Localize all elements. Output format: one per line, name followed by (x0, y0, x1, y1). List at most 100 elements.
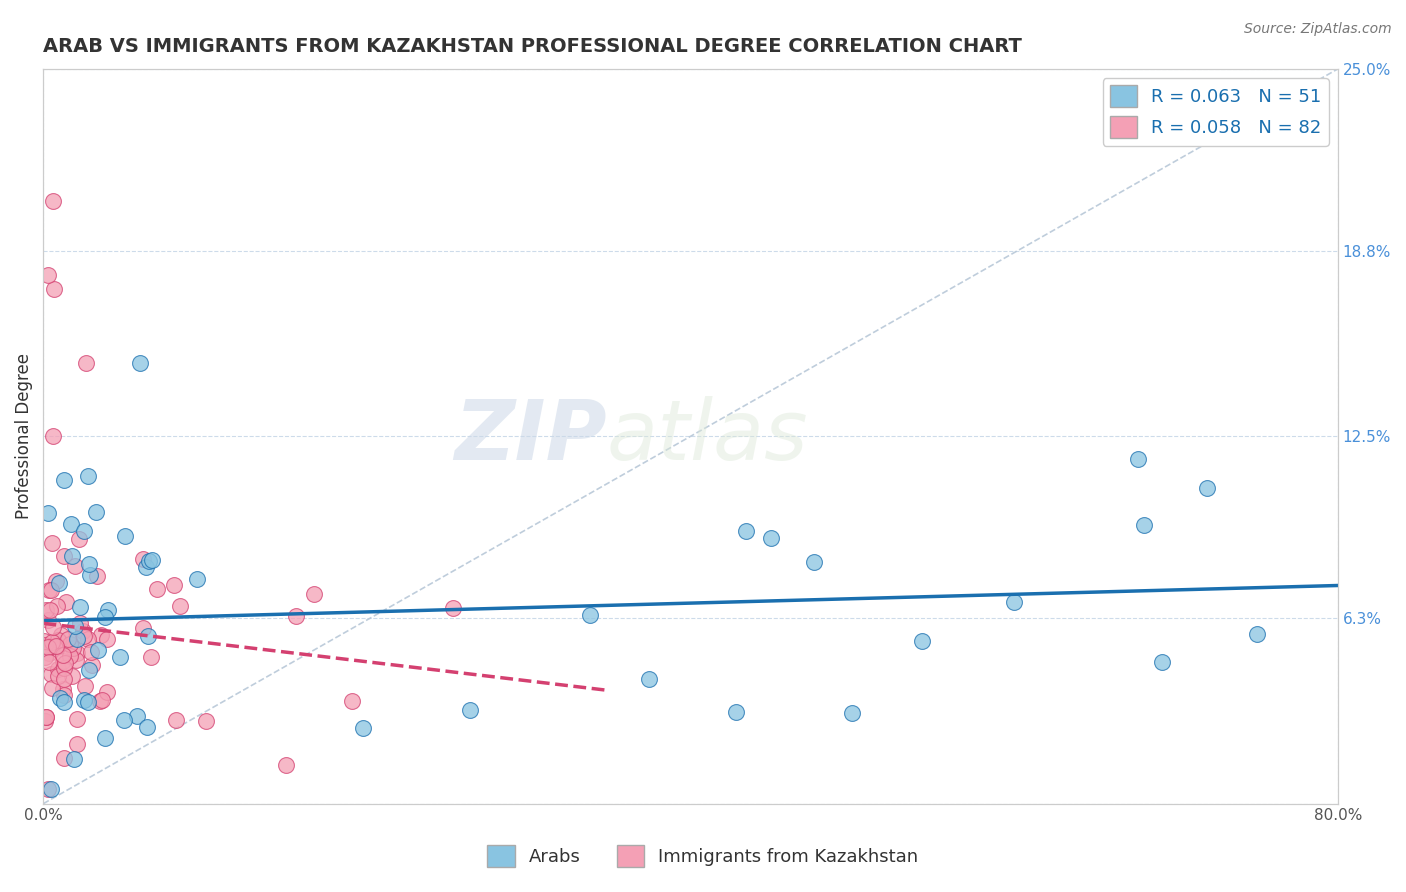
Point (302, 587, 325, 601)
Point (112, 714, 135, 728)
Point (340, 693, 363, 707)
Point (59, 648, 82, 663)
Point (37, 613, 59, 627)
Legend: R = 0.063   N = 51, R = 0.058   N = 82: R = 0.063 N = 51, R = 0.058 N = 82 (1102, 78, 1329, 145)
Point (1126, 451, 1149, 466)
Point (725, 705, 748, 719)
Point (52, 751, 75, 765)
Point (34, 714, 56, 728)
Point (141, 553, 163, 567)
Point (45, 574, 67, 589)
Point (77, 695, 100, 709)
Point (75, 679, 97, 693)
Point (638, 673, 661, 687)
Point (1246, 626, 1268, 640)
Point (39, 781, 62, 796)
Point (136, 720, 159, 734)
Point (77, 664, 100, 678)
Point (169, 599, 191, 613)
Point (41, 536, 63, 550)
Point (46, 662, 69, 676)
Point (35, 710, 58, 724)
Point (128, 356, 150, 370)
Point (96, 685, 118, 699)
Point (90, 628, 112, 642)
Point (32, 634, 55, 648)
Point (69, 599, 91, 614)
Point (73, 692, 96, 706)
Point (136, 629, 159, 643)
Point (141, 650, 163, 665)
Point (441, 600, 464, 615)
Point (1132, 518, 1154, 533)
Point (53, 672, 76, 686)
Point (125, 708, 148, 723)
Point (66, 646, 89, 660)
Point (163, 578, 186, 592)
Point (38, 655, 60, 669)
Point (45, 639, 67, 653)
Text: Source: ZipAtlas.com: Source: ZipAtlas.com (1244, 22, 1392, 37)
Point (87, 642, 110, 657)
Point (77, 469, 100, 483)
Point (94, 610, 117, 624)
Point (65, 653, 87, 667)
Point (41, 681, 63, 695)
Point (75, 356, 97, 370)
Point (284, 608, 307, 623)
Point (46, 599, 69, 613)
Point (90, 693, 112, 707)
Text: ZIP: ZIP (454, 396, 606, 477)
Point (60, 668, 83, 682)
Point (65, 559, 87, 574)
Point (53, 549, 76, 563)
Point (735, 524, 758, 538)
Point (80, 645, 103, 659)
Point (52, 661, 75, 675)
Point (34, 650, 56, 665)
Point (67, 532, 90, 546)
Legend: Arabs, Immigrants from Kazakhstan: Arabs, Immigrants from Kazakhstan (481, 838, 925, 874)
Point (46, 640, 69, 654)
Point (352, 722, 374, 736)
Point (63, 619, 86, 633)
Point (41, 635, 63, 649)
Point (66, 737, 89, 751)
Point (86, 505, 108, 519)
Point (37, 781, 59, 796)
Point (66, 712, 89, 726)
Point (803, 555, 825, 569)
Point (52, 648, 75, 662)
Text: ARAB VS IMMIGRANTS FROM KAZAKHSTAN PROFESSIONAL DEGREE CORRELATION CHART: ARAB VS IMMIGRANTS FROM KAZAKHSTAN PROFE… (44, 37, 1022, 56)
Point (42, 620, 65, 634)
Point (60, 549, 83, 563)
Point (911, 634, 934, 648)
Point (46, 633, 69, 648)
Point (94, 731, 117, 745)
Point (138, 553, 160, 567)
Point (38, 646, 60, 660)
Point (35, 603, 58, 617)
Point (48, 691, 70, 706)
Point (37, 640, 59, 654)
Point (59, 517, 82, 532)
Point (89, 694, 111, 708)
Point (46, 669, 69, 683)
Point (132, 621, 155, 635)
Point (59, 637, 82, 651)
Point (38, 582, 60, 597)
Point (34, 638, 56, 652)
Point (97, 603, 120, 617)
Point (34, 710, 56, 724)
Point (1002, 595, 1025, 609)
Point (579, 607, 602, 622)
Point (48, 576, 70, 591)
Point (1150, 655, 1173, 669)
Point (52, 682, 75, 697)
Point (62, 641, 84, 656)
Text: atlas: atlas (606, 396, 808, 477)
Point (114, 529, 136, 543)
Point (76, 632, 98, 646)
Point (841, 706, 863, 720)
Point (132, 552, 155, 566)
